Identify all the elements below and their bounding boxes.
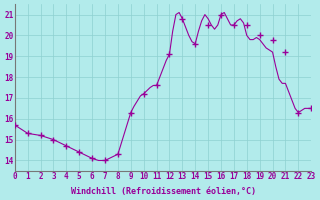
X-axis label: Windchill (Refroidissement éolien,°C): Windchill (Refroidissement éolien,°C) (70, 187, 255, 196)
